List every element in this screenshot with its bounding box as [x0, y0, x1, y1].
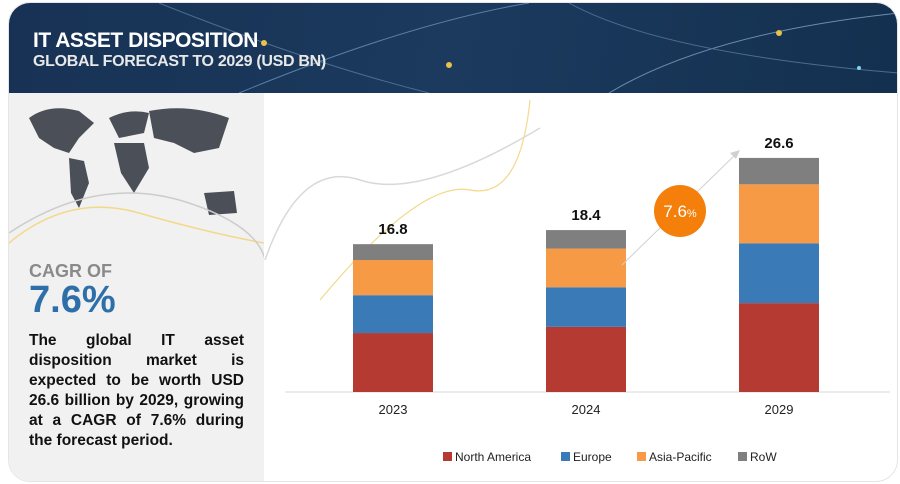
bar-total-label: 26.6	[764, 135, 793, 152]
bar-segment-europe-2029	[739, 243, 819, 304]
x-tick-label: 2023	[379, 402, 408, 417]
cagr-value: 7.6%	[29, 279, 116, 321]
bar-segment-row-2029	[739, 157, 819, 185]
bar-segment-asia-pacific-2024	[546, 248, 626, 288]
arrow-head	[730, 150, 740, 159]
header-light-streaks	[158, 3, 897, 93]
bar-segment-row-2023	[353, 244, 433, 260]
legend-swatch	[637, 452, 646, 461]
legend-swatch	[738, 452, 747, 461]
market-description: The global IT asset disposition market i…	[29, 332, 244, 449]
legend-label: RoW	[750, 450, 777, 464]
cagr-bubble-text: 7.6%	[663, 202, 697, 221]
bar-segment-north-america-2029	[739, 303, 819, 392]
legend-swatch	[561, 452, 570, 461]
page-title: IT ASSET DISPOSITION	[33, 29, 258, 52]
summary-panel: CAGR OF 7.6% The global IT asset disposi…	[9, 93, 267, 481]
legend-swatch	[443, 452, 452, 461]
legend-label: North America	[455, 450, 531, 464]
bar-segment-north-america-2023	[353, 333, 433, 392]
cagr-bubble	[654, 185, 706, 237]
bar-segment-asia-pacific-2029	[739, 184, 819, 244]
bar-total-label: 18.4	[571, 207, 601, 224]
world-map-icon	[9, 108, 267, 284]
legend-label: Europe	[573, 450, 612, 464]
bar-segment-north-america-2024	[546, 326, 626, 392]
bar-segment-asia-pacific-2023	[353, 260, 433, 296]
bar-segment-europe-2024	[546, 287, 626, 327]
page-subtitle: GLOBAL FORECAST TO 2029 (USD BN)	[33, 53, 326, 70]
cagr-label: CAGR OF	[29, 261, 112, 281]
x-tick-label: 2029	[765, 402, 794, 417]
decor-curve	[319, 99, 531, 301]
header-banner: IT ASSET DISPOSITION GLOBAL FORECAST TO …	[9, 3, 897, 93]
legend-label: Asia-Pacific	[649, 450, 712, 464]
bar-segment-europe-2023	[353, 295, 433, 334]
decor-curve	[264, 127, 541, 261]
x-tick-label: 2024	[572, 402, 601, 417]
bar-segment-row-2024	[546, 230, 626, 249]
bar-total-label: 16.8	[378, 221, 407, 238]
